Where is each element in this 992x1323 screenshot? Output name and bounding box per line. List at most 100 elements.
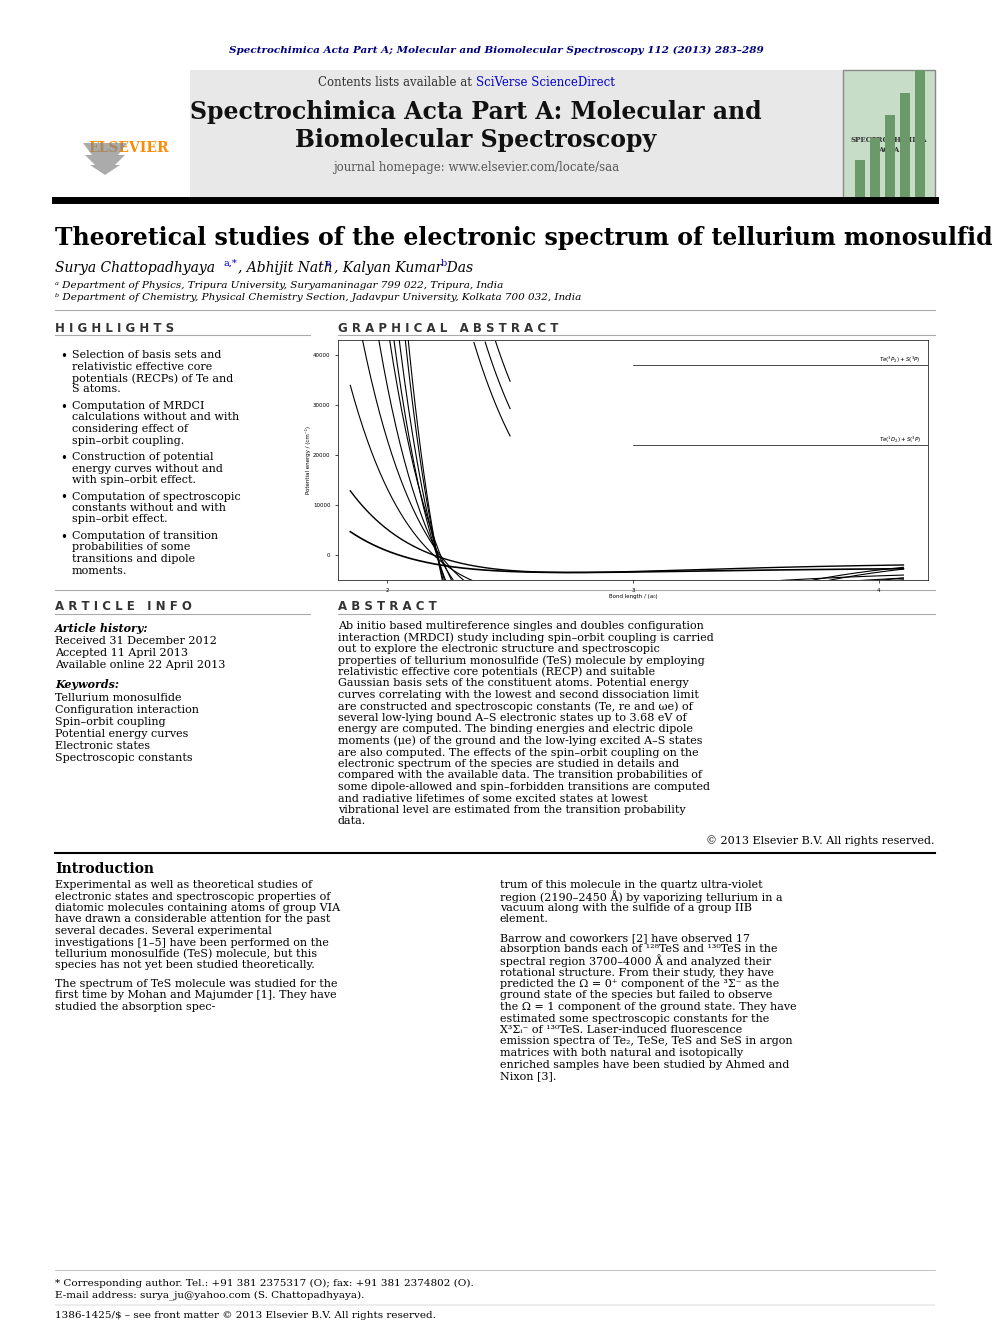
Text: The spectrum of TeS molecule was studied for the: The spectrum of TeS molecule was studied… [55, 979, 337, 990]
Text: , Kalyan Kumar Das: , Kalyan Kumar Das [334, 261, 473, 275]
Text: b: b [441, 258, 447, 267]
Text: Experimental as well as theoretical studies of: Experimental as well as theoretical stud… [55, 880, 312, 890]
Text: Article history:: Article history: [55, 623, 149, 634]
Text: X³Σᵢ⁻ of ¹³⁰TeS. Laser-induced fluorescence: X³Σᵢ⁻ of ¹³⁰TeS. Laser-induced fluoresce… [500, 1025, 742, 1035]
Text: Selection of basis sets and: Selection of basis sets and [72, 351, 221, 360]
Text: Biomolecular Spectroscopy: Biomolecular Spectroscopy [296, 128, 657, 152]
Text: transitions and dipole: transitions and dipole [72, 554, 195, 564]
Text: •: • [60, 401, 66, 414]
Text: calculations without and with: calculations without and with [72, 413, 239, 422]
Text: Nixon [3].: Nixon [3]. [500, 1072, 557, 1081]
Bar [885, 115, 895, 200]
Text: S atoms.: S atoms. [72, 385, 121, 394]
Text: Surya Chattopadhyaya: Surya Chattopadhyaya [55, 261, 215, 275]
Text: the Ω = 1 component of the ground state. They have: the Ω = 1 component of the ground state.… [500, 1002, 797, 1012]
Text: E-mail address: surya_ju@yahoo.com (S. Chattopadhyaya).: E-mail address: surya_ju@yahoo.com (S. C… [55, 1290, 364, 1301]
Text: journal homepage: www.elsevier.com/locate/saa: journal homepage: www.elsevier.com/locat… [333, 160, 619, 173]
Text: some dipole-allowed and spin–forbidden transitions are computed: some dipole-allowed and spin–forbidden t… [338, 782, 710, 792]
Text: Ab initio based multireference singles and doubles configuration: Ab initio based multireference singles a… [338, 620, 704, 631]
Text: compared with the available data. The transition probabilities of: compared with the available data. The tr… [338, 770, 702, 781]
Text: several low-lying bound A–S electronic states up to 3.68 eV of: several low-lying bound A–S electronic s… [338, 713, 686, 722]
Text: with spin–orbit effect.: with spin–orbit effect. [72, 475, 196, 486]
Text: tellurium monosulfide (TeS) molecule, but this: tellurium monosulfide (TeS) molecule, bu… [55, 949, 317, 959]
Text: Computation of spectroscopic: Computation of spectroscopic [72, 492, 241, 501]
Text: vacuum along with the sulfide of a group IIB: vacuum along with the sulfide of a group… [500, 904, 752, 913]
Text: a: a [325, 258, 330, 267]
Text: ᵇ Department of Chemistry, Physical Chemistry Section, Jadavpur University, Kolk: ᵇ Department of Chemistry, Physical Chem… [55, 294, 581, 303]
Text: Keywords:: Keywords: [55, 680, 119, 691]
Text: spin–orbit coupling.: spin–orbit coupling. [72, 435, 185, 446]
Bar [870, 138, 880, 200]
Text: Electronic states: Electronic states [55, 741, 150, 751]
Text: species has not yet been studied theoretically.: species has not yet been studied theoret… [55, 960, 314, 971]
Text: probabilities of some: probabilities of some [72, 542, 190, 553]
Text: first time by Mohan and Majumder [1]. They have: first time by Mohan and Majumder [1]. Th… [55, 991, 336, 1000]
Text: Configuration interaction: Configuration interaction [55, 705, 199, 714]
Text: ᵃ Department of Physics, Tripura University, Suryamaninagar 799 022, Tripura, In: ᵃ Department of Physics, Tripura Univers… [55, 280, 503, 290]
Text: Tellurium monosulfide: Tellurium monosulfide [55, 693, 182, 703]
Text: estimated some spectroscopic constants for the: estimated some spectroscopic constants f… [500, 1013, 769, 1024]
Y-axis label: Potential energy / (cm⁻¹): Potential energy / (cm⁻¹) [306, 426, 311, 493]
Text: Barrow and coworkers [2] have observed 17: Barrow and coworkers [2] have observed 1… [500, 933, 750, 943]
Text: Potential energy curves: Potential energy curves [55, 729, 188, 740]
Text: ELSEVIER: ELSEVIER [88, 142, 169, 155]
Text: a,*: a,* [223, 258, 237, 267]
Text: SciVerse ScienceDirect: SciVerse ScienceDirect [476, 75, 615, 89]
Text: moments.: moments. [72, 565, 127, 576]
Text: spin–orbit effect.: spin–orbit effect. [72, 515, 168, 524]
Text: Spectroscopic constants: Spectroscopic constants [55, 753, 192, 763]
Text: Gaussian basis sets of the constituent atoms. Potential energy: Gaussian basis sets of the constituent a… [338, 679, 688, 688]
Text: absorption bands each of ¹²⁸TeS and ¹³⁰TeS in the: absorption bands each of ¹²⁸TeS and ¹³⁰T… [500, 945, 778, 954]
Text: constants without and with: constants without and with [72, 503, 226, 513]
Text: $Te(^3P_2)+S(^3P)$: $Te(^3P_2)+S(^3P)$ [879, 355, 921, 365]
Text: energy curves without and: energy curves without and [72, 463, 223, 474]
Text: region (2190–2450 Å) by vaporizing tellurium in a: region (2190–2450 Å) by vaporizing tellu… [500, 890, 783, 902]
Text: SPECTROCHIMICA
ACTA: SPECTROCHIMICA ACTA [851, 136, 928, 153]
Text: H I G H L I G H T S: H I G H L I G H T S [55, 321, 175, 335]
Text: 1386-1425/$ – see front matter © 2013 Elsevier B.V. All rights reserved.: 1386-1425/$ – see front matter © 2013 El… [55, 1311, 435, 1320]
Text: , Abhijit Nath: , Abhijit Nath [238, 261, 332, 275]
Text: have drawn a considerable attention for the past: have drawn a considerable attention for … [55, 914, 330, 925]
Text: •: • [60, 492, 66, 504]
Text: Spectrochimica Acta Part A: Molecular and: Spectrochimica Acta Part A: Molecular an… [190, 101, 762, 124]
Text: studied the absorption spec-: studied the absorption spec- [55, 1002, 215, 1012]
Text: $Te(^1D_2)+S(^3P)$: $Te(^1D_2)+S(^3P)$ [879, 435, 922, 445]
Bar [900, 93, 910, 200]
Text: relativistic effective core potentials (RECP) and suitable: relativistic effective core potentials (… [338, 667, 655, 677]
Text: Computation of transition: Computation of transition [72, 531, 218, 541]
Text: G R A P H I C A L   A B S T R A C T: G R A P H I C A L A B S T R A C T [338, 321, 558, 335]
Text: Construction of potential: Construction of potential [72, 452, 213, 462]
Text: are also computed. The effects of the spin–orbit coupling on the: are also computed. The effects of the sp… [338, 747, 698, 758]
Text: * Corresponding author. Tel.: +91 381 2375317 (O); fax: +91 381 2374802 (O).: * Corresponding author. Tel.: +91 381 23… [55, 1278, 474, 1287]
Text: potentials (RECPs) of Te and: potentials (RECPs) of Te and [72, 373, 233, 384]
Text: ground state of the species but failed to observe: ground state of the species but failed t… [500, 991, 773, 1000]
Text: emission spectra of Te₂, TeSe, TeS and SeS in argon: emission spectra of Te₂, TeSe, TeS and S… [500, 1036, 793, 1046]
Text: Theoretical studies of the electronic spectrum of tellurium monosulfide: Theoretical studies of the electronic sp… [55, 226, 992, 250]
Text: •: • [60, 531, 66, 544]
Text: and radiative lifetimes of some excited states at lowest: and radiative lifetimes of some excited … [338, 794, 648, 803]
Text: electronic spectrum of the species are studied in details and: electronic spectrum of the species are s… [338, 759, 680, 769]
Text: data.: data. [338, 816, 366, 827]
Text: Contents lists available at: Contents lists available at [318, 75, 476, 89]
Text: Received 31 December 2012: Received 31 December 2012 [55, 636, 217, 646]
Bar [55, 70, 190, 200]
Text: element.: element. [500, 914, 549, 925]
Text: Introduction: Introduction [55, 863, 154, 876]
Text: considering effect of: considering effect of [72, 423, 188, 434]
Text: trum of this molecule in the quartz ultra-violet: trum of this molecule in the quartz ultr… [500, 880, 763, 890]
Text: properties of tellurium monosulfide (TeS) molecule by employing: properties of tellurium monosulfide (TeS… [338, 655, 704, 665]
Text: Available online 22 April 2013: Available online 22 April 2013 [55, 660, 225, 669]
Text: out to explore the electronic structure and spectroscopic: out to explore the electronic structure … [338, 644, 660, 654]
Text: are constructed and spectroscopic constants (Te, re and ωe) of: are constructed and spectroscopic consta… [338, 701, 692, 712]
Text: relativistic effective core: relativistic effective core [72, 361, 212, 372]
Text: electronic states and spectroscopic properties of: electronic states and spectroscopic prop… [55, 892, 330, 901]
Text: spectral region 3700–4000 Å and analyzed their: spectral region 3700–4000 Å and analyzed… [500, 955, 771, 967]
Text: A R T I C L E   I N F O: A R T I C L E I N F O [55, 601, 191, 614]
Bar [855, 160, 865, 200]
Bar [55, 70, 935, 200]
Text: diatomic molecules containing atoms of group VIA: diatomic molecules containing atoms of g… [55, 904, 340, 913]
Polygon shape [83, 143, 127, 175]
Text: Computation of MRDCI: Computation of MRDCI [72, 401, 204, 411]
Text: Accepted 11 April 2013: Accepted 11 April 2013 [55, 648, 188, 658]
Text: Spin–orbit coupling: Spin–orbit coupling [55, 717, 166, 728]
